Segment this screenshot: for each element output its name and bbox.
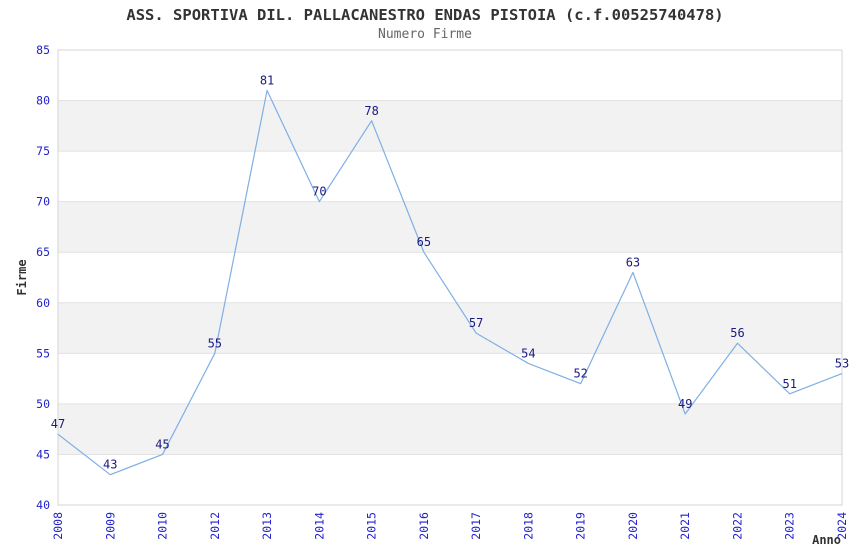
x-axis-title: Anno: [812, 533, 841, 547]
y-tick-label: 45: [36, 447, 50, 461]
x-tick-label: 2014: [312, 512, 326, 540]
plot-border: [57, 49, 843, 506]
x-tick-label: 2013: [260, 512, 274, 540]
grid-band: [58, 151, 842, 202]
x-tick-label: 2020: [626, 512, 640, 540]
x-tick-label: 2010: [156, 512, 170, 540]
x-tick-label: 2012: [208, 512, 222, 540]
data-point-label: 49: [678, 397, 692, 411]
x-tick-label: 2018: [521, 512, 535, 540]
data-point-label: 65: [417, 235, 431, 249]
data-point-label: 51: [783, 377, 797, 391]
grid-band: [58, 403, 842, 455]
x-tick-label: 2024: [835, 512, 849, 540]
grid-band: [58, 100, 842, 152]
grid-band: [58, 252, 842, 303]
data-point-label: 57: [469, 316, 483, 330]
grid-band: [58, 302, 842, 354]
x-tick-label: 2016: [417, 512, 431, 540]
x-tick-label: 2009: [103, 512, 117, 540]
grid-band: [58, 201, 842, 253]
chart-title: ASS. SPORTIVA DIL. PALLACANESTRO ENDAS P…: [126, 6, 724, 24]
y-tick-label: 75: [36, 144, 50, 158]
y-tick-label: 55: [36, 346, 50, 360]
y-axis-title: Firme: [15, 259, 29, 295]
data-point-label: 53: [835, 357, 849, 371]
grid-band: [58, 454, 842, 505]
x-tick-label: 2021: [678, 512, 692, 540]
data-point-label: 54: [521, 346, 535, 360]
x-tick-label: 2015: [365, 512, 379, 540]
data-point-label: 63: [626, 255, 640, 269]
y-tick-label: 85: [36, 43, 50, 57]
data-point-label: 45: [155, 437, 169, 451]
data-point-label: 43: [103, 458, 117, 472]
x-tick-label: 2022: [730, 512, 744, 540]
y-tick-label: 65: [36, 245, 50, 259]
x-tick-label: 2019: [574, 512, 588, 540]
y-tick-label: 40: [36, 498, 50, 512]
x-tick-label: 2023: [783, 512, 797, 540]
data-point-label: 56: [730, 326, 744, 340]
data-point-label: 78: [364, 104, 378, 118]
y-tick-label: 80: [36, 94, 50, 108]
grid-band: [58, 50, 842, 101]
y-tick-label: 50: [36, 397, 50, 411]
chart-subtitle: Numero Firme: [378, 27, 472, 42]
data-point-label: 81: [260, 73, 274, 87]
series-line: [57, 89, 843, 476]
data-point-label: 55: [208, 336, 222, 350]
x-tick-label: 2017: [469, 512, 483, 540]
data-point-label: 47: [51, 417, 65, 431]
y-tick-label: 60: [36, 296, 50, 310]
y-tick-label: 70: [36, 195, 50, 209]
data-point-label: 70: [312, 185, 326, 199]
x-tick-label: 2008: [51, 512, 65, 540]
data-point-label: 52: [573, 367, 587, 381]
